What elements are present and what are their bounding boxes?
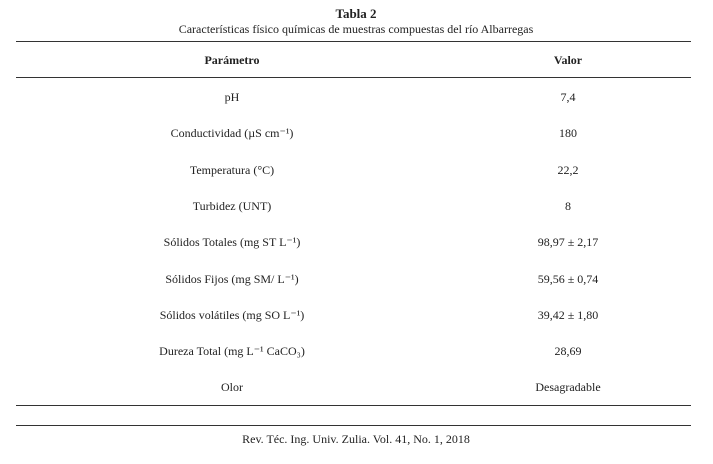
value-cell: 22,2 <box>557 162 579 177</box>
value-cell: 39,42 ± 1,80 <box>537 307 599 322</box>
header-rule <box>16 77 691 78</box>
parameter-cell: Turbidez (UNT) <box>192 198 272 213</box>
value-cell: 28,69 <box>554 344 582 359</box>
parameter-cell: Temperatura (°C) <box>189 162 275 177</box>
value-cell: 180 <box>559 126 577 141</box>
parameter-cell: Sólidos Totales (mg ST L⁻¹) <box>163 235 301 250</box>
top-rule <box>16 41 691 42</box>
parameter-cell: Dureza Total (mg L⁻¹ CaCO₃) <box>159 344 305 359</box>
value-cell: 59,56 ± 0,74 <box>537 271 599 286</box>
parameter-cell: Sólidos Fijos (mg SM/ L⁻¹) <box>165 271 299 286</box>
value-cell: 7,4 <box>560 90 576 104</box>
bottom-rule <box>16 405 691 406</box>
table-caption: Características físico químicas de muest… <box>178 22 534 36</box>
parameter-cell: Olor <box>221 380 243 395</box>
table-title: Tabla 2 <box>335 6 377 21</box>
column-header: Valor <box>553 53 583 67</box>
column-header: Parámetro <box>204 53 260 67</box>
value-cell: Desagradable <box>535 380 601 395</box>
footer-rule <box>16 425 691 426</box>
source-note: Rev. Téc. Ing. Univ. Zulia. Vol. 41, No.… <box>242 432 470 446</box>
value-cell: 8 <box>565 198 571 213</box>
value-cell: 98,97 ± 2,17 <box>537 235 599 250</box>
parameter-cell: pH <box>224 90 240 104</box>
parameter-cell: Conductividad (µS cm⁻¹) <box>170 126 294 141</box>
parameter-cell: Sólidos volátiles (mg SO L⁻¹) <box>159 307 305 322</box>
